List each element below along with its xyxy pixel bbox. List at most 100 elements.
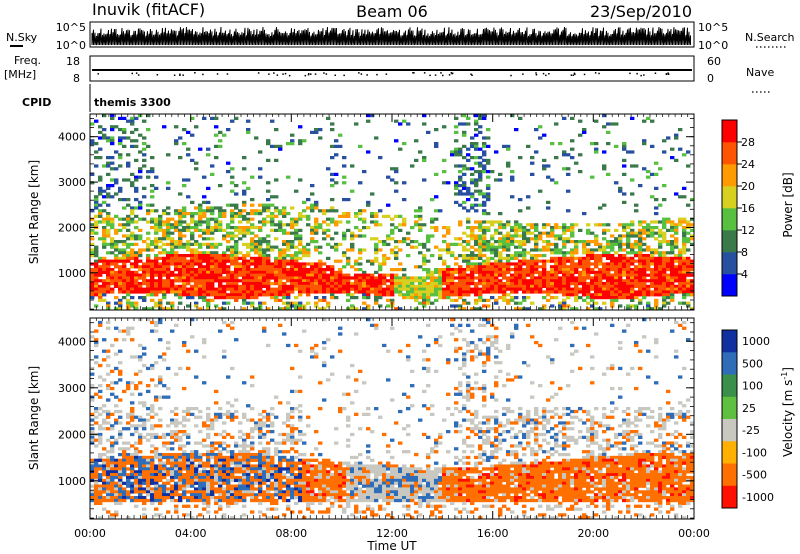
velocity-cell bbox=[94, 340, 99, 345]
power-cell bbox=[218, 214, 223, 218]
power-cell bbox=[666, 290, 671, 294]
velocity-cell bbox=[202, 381, 207, 385]
velocity-cell bbox=[94, 501, 99, 506]
power-cell bbox=[98, 293, 103, 297]
velocity-cell bbox=[146, 412, 151, 417]
power-cell bbox=[154, 237, 159, 241]
power-cell bbox=[166, 186, 171, 190]
power-cell bbox=[582, 268, 587, 272]
power-cell bbox=[338, 270, 343, 274]
power-cell bbox=[686, 150, 691, 154]
power-cell bbox=[198, 293, 203, 297]
power-cell bbox=[422, 262, 427, 266]
power-cell bbox=[150, 209, 155, 213]
power-cell bbox=[610, 248, 615, 252]
power-cell bbox=[670, 147, 675, 151]
power-cell bbox=[514, 245, 519, 249]
power-cell bbox=[130, 262, 135, 266]
power-cell bbox=[342, 212, 347, 216]
power-cell bbox=[206, 147, 211, 151]
power-cell bbox=[134, 304, 139, 308]
velocity-cell bbox=[230, 415, 235, 419]
power-cell bbox=[514, 223, 519, 227]
power-cell bbox=[362, 209, 367, 213]
power-cell bbox=[378, 156, 383, 160]
power-cell bbox=[302, 279, 307, 283]
power-cell bbox=[590, 296, 595, 300]
power-cell bbox=[458, 276, 463, 280]
power-cell bbox=[178, 136, 183, 140]
power-cell bbox=[238, 228, 243, 232]
velocity-cell bbox=[142, 501, 147, 506]
power-cell bbox=[666, 276, 671, 280]
power-cell bbox=[558, 262, 563, 266]
power-cell bbox=[406, 293, 411, 297]
power-cell bbox=[174, 276, 179, 280]
power-cell bbox=[494, 150, 499, 154]
power-cell bbox=[294, 270, 299, 274]
power-cell bbox=[454, 242, 459, 246]
power-cell bbox=[638, 242, 643, 246]
power-cell bbox=[394, 284, 399, 288]
power-cell bbox=[170, 301, 175, 305]
velocity-cell bbox=[118, 458, 123, 462]
power-cell bbox=[538, 234, 543, 238]
power-cell bbox=[126, 284, 131, 288]
power-cell bbox=[198, 307, 203, 310]
power-cell bbox=[618, 276, 623, 280]
velocity-cell bbox=[198, 484, 203, 488]
power-cell bbox=[286, 273, 291, 277]
velocity-cell bbox=[94, 415, 99, 419]
power-cell bbox=[158, 223, 163, 227]
power-cell bbox=[118, 279, 123, 283]
velocity-cell bbox=[138, 432, 143, 437]
power-cell bbox=[186, 178, 191, 182]
power-cell bbox=[490, 248, 495, 252]
power-cell bbox=[530, 156, 535, 160]
power-cell bbox=[286, 301, 291, 305]
power-cell bbox=[334, 223, 339, 227]
nave-dot bbox=[636, 72, 638, 75]
power-cell bbox=[118, 240, 123, 244]
power-cell bbox=[474, 114, 479, 118]
power-cell bbox=[674, 223, 679, 227]
power-cell bbox=[142, 153, 147, 157]
power-cell bbox=[294, 273, 299, 277]
power-cell bbox=[446, 282, 451, 286]
nave-dot bbox=[545, 74, 547, 77]
power-cell bbox=[582, 256, 587, 260]
power-cell bbox=[490, 242, 495, 246]
power-cell bbox=[542, 273, 547, 277]
power-cell bbox=[326, 256, 331, 260]
power-cell bbox=[418, 301, 423, 305]
power-cell bbox=[422, 268, 427, 272]
velocity-cell bbox=[94, 407, 99, 411]
power-cell bbox=[602, 296, 607, 300]
velocity-cell bbox=[110, 386, 115, 391]
power-cell bbox=[630, 178, 635, 182]
power-cell bbox=[362, 276, 367, 280]
velocity-cell bbox=[118, 329, 123, 333]
power-cell bbox=[542, 270, 547, 274]
power-cell bbox=[618, 248, 623, 252]
power-cell bbox=[642, 290, 647, 294]
power-cell bbox=[674, 133, 679, 137]
velocity-cell bbox=[210, 424, 215, 428]
power-cell bbox=[586, 273, 591, 277]
power-cell bbox=[186, 296, 191, 300]
power-cell bbox=[322, 296, 327, 300]
velocity-cell bbox=[218, 504, 223, 508]
velocity-cell bbox=[226, 412, 231, 417]
power-cell bbox=[366, 259, 371, 263]
power-cell bbox=[518, 284, 523, 288]
power-cell bbox=[650, 248, 655, 252]
velocity-cell bbox=[230, 501, 235, 506]
power-cell bbox=[630, 242, 635, 246]
velocity-cell bbox=[118, 429, 123, 434]
power-cell bbox=[106, 184, 111, 188]
power-cell bbox=[346, 220, 351, 224]
power-cell bbox=[138, 251, 143, 255]
velocity-cell bbox=[166, 467, 171, 471]
power-cell bbox=[90, 242, 95, 246]
power-cell bbox=[418, 214, 423, 218]
